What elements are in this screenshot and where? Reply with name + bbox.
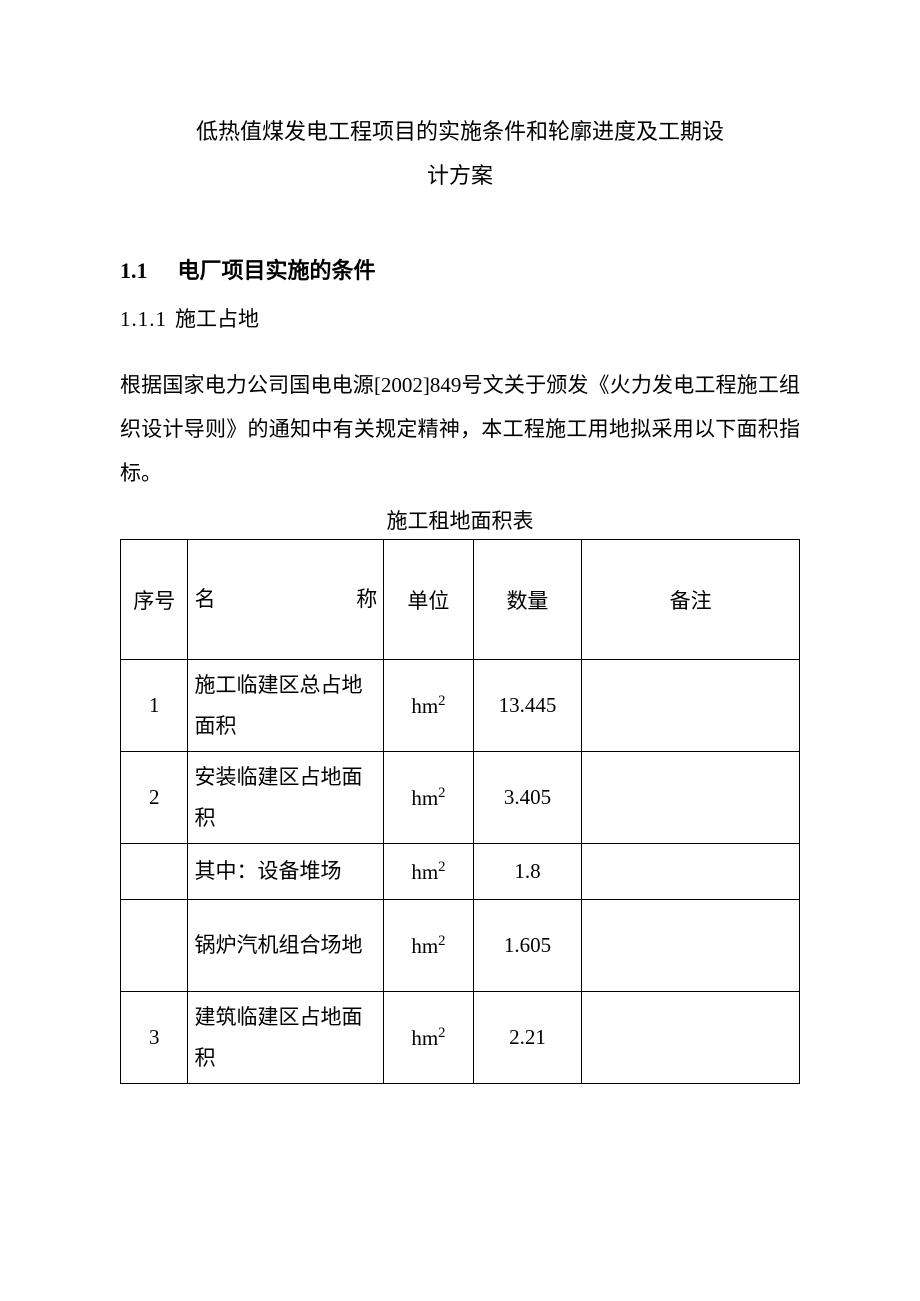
th-remark: 备注 [582, 540, 800, 660]
cell-unit: hm2 [384, 992, 473, 1084]
table-row: 1 施工临建区总占地面积 hm2 13.445 [121, 660, 800, 752]
cell-qty: 13.445 [473, 660, 582, 752]
unit-base: hm [411, 934, 438, 958]
unit-base: hm [411, 1026, 438, 1050]
title-line-1: 低热值煤发电工程项目的实施条件和轮廓进度及工期设 [120, 110, 800, 154]
title-line-2: 计方案 [120, 154, 800, 198]
cell-name: 其中：设备堆场 [188, 844, 384, 900]
cell-seq: 1 [121, 660, 188, 752]
table-row: 其中：设备堆场 hm2 1.8 [121, 844, 800, 900]
cell-unit: hm2 [384, 900, 473, 992]
th-unit: 单位 [384, 540, 473, 660]
subsection-heading: 1.1.1 施工占地 [120, 303, 800, 333]
unit-exp: 2 [438, 785, 445, 801]
section-number: 1.1 [120, 258, 148, 283]
table-row: 3 建筑临建区占地面积 hm2 2.21 [121, 992, 800, 1084]
table-caption: 施工租地面积表 [120, 505, 800, 535]
area-table: 序号 名 称 单位 数量 备注 1 施工临建区总占地面积 hm2 13.445 … [120, 539, 800, 1084]
table-row: 锅炉汽机组合场地 hm2 1.605 [121, 900, 800, 992]
section-title: 电厂项目实施的条件 [178, 258, 376, 283]
document-title: 低热值煤发电工程项目的实施条件和轮廓进度及工期设 计方案 [120, 110, 800, 198]
cell-name: 锅炉汽机组合场地 [188, 900, 384, 992]
subsection-number: 1.1.1 [120, 307, 167, 331]
th-seq: 序号 [121, 540, 188, 660]
cell-qty: 1.8 [473, 844, 582, 900]
unit-exp: 2 [438, 859, 445, 875]
cell-seq: 3 [121, 992, 188, 1084]
body-paragraph: 根据国家电力公司国电电源[2002]849号文关于颁发《火力发电工程施工组织设计… [120, 363, 800, 495]
para-ref: [2002]849 [374, 373, 462, 397]
unit-exp: 2 [438, 1025, 445, 1041]
cell-qty: 3.405 [473, 752, 582, 844]
cell-seq [121, 844, 188, 900]
subsection-title: 施工占地 [175, 307, 259, 331]
th-qty: 数量 [473, 540, 582, 660]
cell-unit: hm2 [384, 752, 473, 844]
cell-remark [582, 844, 800, 900]
section-heading: 1.1 电厂项目实施的条件 [120, 253, 800, 285]
cell-name: 建筑临建区占地面积 [188, 992, 384, 1084]
cell-qty: 2.21 [473, 992, 582, 1084]
unit-exp: 2 [438, 693, 445, 709]
unit-exp: 2 [438, 933, 445, 949]
cell-remark [582, 660, 800, 752]
cell-qty: 1.605 [473, 900, 582, 992]
cell-seq [121, 900, 188, 992]
cell-unit: hm2 [384, 844, 473, 900]
table-body: 1 施工临建区总占地面积 hm2 13.445 2 安装临建区占地面积 hm2 … [121, 660, 800, 1084]
cell-name: 施工临建区总占地面积 [188, 660, 384, 752]
cell-name: 安装临建区占地面积 [188, 752, 384, 844]
cell-remark [582, 752, 800, 844]
cell-remark [582, 992, 800, 1084]
th-name: 名 称 [188, 540, 384, 660]
unit-base: hm [411, 860, 438, 884]
unit-base: hm [411, 786, 438, 810]
table-row: 2 安装临建区占地面积 hm2 3.405 [121, 752, 800, 844]
cell-seq: 2 [121, 752, 188, 844]
para-pre: 根据国家电力公司国电电源 [120, 373, 374, 397]
unit-base: hm [411, 694, 438, 718]
cell-unit: hm2 [384, 660, 473, 752]
table-header-row: 序号 名 称 单位 数量 备注 [121, 540, 800, 660]
cell-remark [582, 900, 800, 992]
